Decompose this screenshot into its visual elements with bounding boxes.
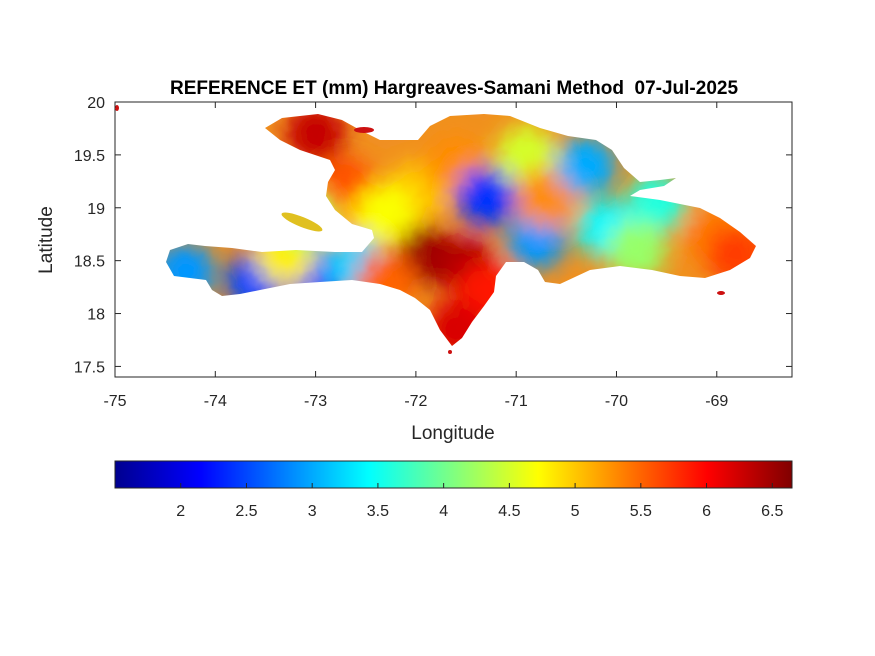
x-tick-label-5: -70 [605, 393, 628, 410]
y-tick-label-2: 18.5 [74, 254, 105, 271]
colorbar-tick-label-4: 4 [439, 503, 448, 520]
y-axis-ticks: 17.5 18 18.5 19 19.5 20 [74, 95, 792, 376]
y-tick-label-0: 17.5 [74, 359, 105, 376]
region-0 [285, 114, 346, 164]
x-tick-label-2: -73 [304, 393, 327, 410]
ile-de-la-tortue [354, 127, 374, 133]
region-16 [606, 220, 667, 281]
y-tick-label-5: 20 [87, 95, 105, 112]
colorbar [114, 460, 793, 489]
region-26 [355, 183, 416, 244]
colorbar-tick-label-2: 3 [308, 503, 317, 520]
region-12 [516, 167, 577, 228]
colorbar-tick-label-8: 6 [702, 503, 711, 520]
x-tick-label-6: -69 [705, 393, 728, 410]
y-tick-label-1: 18 [87, 307, 105, 324]
region-9 [456, 167, 517, 228]
colorbar-tick-label-6: 5 [571, 503, 580, 520]
x-tick-label-4: -71 [505, 393, 528, 410]
x-tick-label-3: -72 [404, 393, 427, 410]
colorbar-tick-label-9: 6.5 [761, 503, 783, 520]
colorbar-tick-label-1: 2.5 [235, 503, 257, 520]
chart-title: REFERENCE ET (mm) Hargreaves-Samani Meth… [170, 78, 738, 99]
colorbar-tick-label-5: 4.5 [498, 503, 520, 520]
region-13 [556, 135, 617, 196]
x-axis-label: Longitude [411, 423, 494, 444]
x-axis-ticks: -75 -74 -73 -72 -71 -70 -69 [103, 102, 728, 410]
ile-de-la-gonave [281, 212, 323, 232]
y-tick-label-3: 19 [87, 201, 105, 218]
corner-pixel [115, 105, 119, 111]
isla-beata [448, 350, 452, 354]
colorbar-ticks: 2 2.5 3 3.5 4 4.5 5 5.5 6 6.5 [176, 483, 784, 520]
x-tick-label-0: -75 [103, 393, 126, 410]
colorbar-tick-label-3: 3.5 [367, 503, 389, 520]
colorbar-tick-label-0: 2 [176, 503, 185, 520]
isla-saona [717, 291, 725, 295]
y-axis-label: Latitude [36, 206, 57, 274]
y-tick-label-4: 19.5 [74, 148, 105, 165]
x-tick-label-1: -74 [204, 393, 227, 410]
colorbar-tick-label-7: 5.5 [630, 503, 652, 520]
